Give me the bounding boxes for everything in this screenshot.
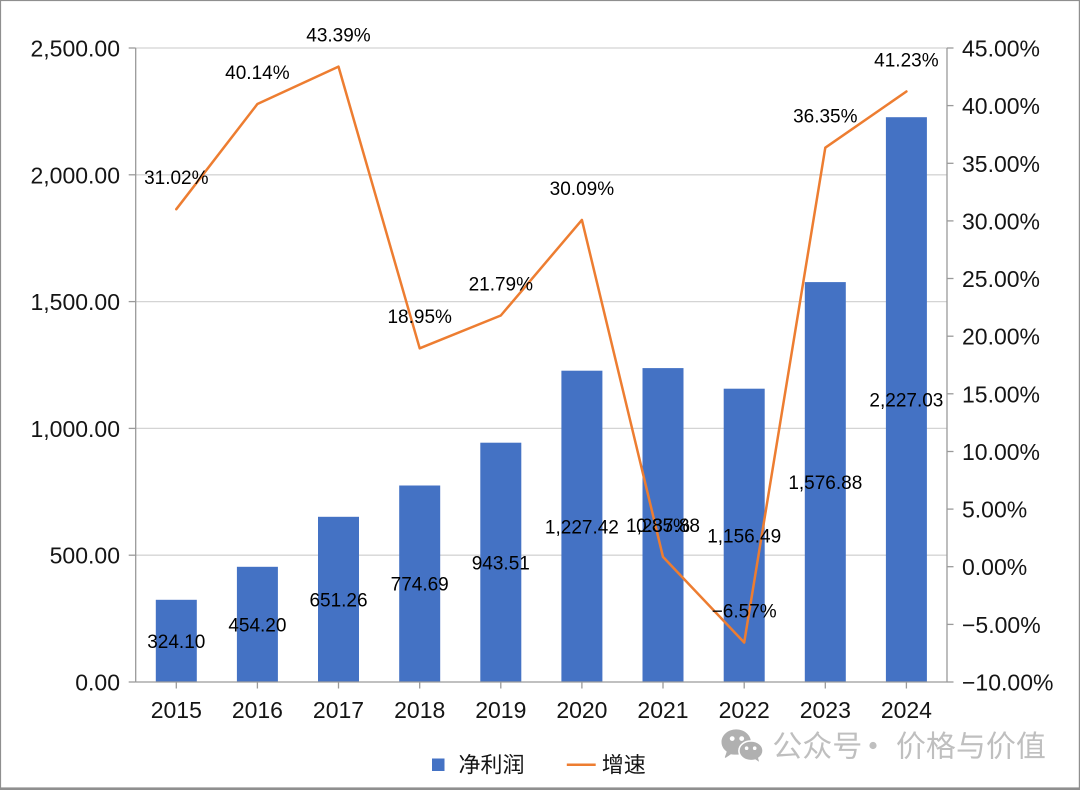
svg-text:651.26: 651.26 bbox=[309, 590, 367, 611]
svg-text:0.85%: 0.85% bbox=[636, 516, 690, 537]
svg-text:324.10: 324.10 bbox=[147, 632, 205, 653]
svg-text:454.20: 454.20 bbox=[228, 615, 286, 636]
svg-text:36.35%: 36.35% bbox=[793, 107, 858, 128]
svg-text:1,227.42: 1,227.42 bbox=[545, 517, 619, 538]
svg-text:25.00%: 25.00% bbox=[962, 266, 1040, 292]
svg-text:30.00%: 30.00% bbox=[962, 208, 1040, 234]
svg-text:0.00%: 0.00% bbox=[962, 554, 1027, 580]
svg-text:2017: 2017 bbox=[313, 697, 364, 723]
svg-text:35.00%: 35.00% bbox=[962, 151, 1040, 177]
svg-text:2,227.03: 2,227.03 bbox=[869, 391, 943, 412]
svg-text:774.69: 774.69 bbox=[391, 575, 449, 596]
svg-text:2,000.00: 2,000.00 bbox=[30, 162, 120, 188]
svg-text:2022: 2022 bbox=[719, 697, 770, 723]
svg-text:943.51: 943.51 bbox=[472, 553, 530, 574]
svg-text:500.00: 500.00 bbox=[50, 543, 120, 569]
svg-text:1,500.00: 1,500.00 bbox=[30, 289, 120, 315]
svg-text:30.09%: 30.09% bbox=[550, 179, 615, 200]
svg-text:10.00%: 10.00% bbox=[962, 439, 1040, 465]
svg-text:45.00%: 45.00% bbox=[962, 36, 1040, 62]
svg-text:43.39%: 43.39% bbox=[306, 26, 371, 47]
svg-text:31.02%: 31.02% bbox=[144, 168, 209, 189]
svg-text:2016: 2016 bbox=[232, 697, 283, 723]
svg-text:2020: 2020 bbox=[556, 697, 607, 723]
svg-text:2021: 2021 bbox=[637, 697, 688, 723]
svg-text:−5.00%: −5.00% bbox=[962, 612, 1041, 638]
svg-text:0.00: 0.00 bbox=[75, 670, 120, 696]
svg-text:1,237.88: 1,237.88 bbox=[626, 516, 700, 537]
svg-text:2018: 2018 bbox=[394, 697, 445, 723]
svg-text:2024: 2024 bbox=[881, 697, 932, 723]
svg-text:21.79%: 21.79% bbox=[469, 274, 534, 295]
svg-text:2015: 2015 bbox=[151, 697, 202, 723]
svg-text:2019: 2019 bbox=[475, 697, 526, 723]
svg-text:2023: 2023 bbox=[800, 697, 851, 723]
svg-text:1,156.49: 1,156.49 bbox=[707, 526, 781, 547]
svg-text:40.14%: 40.14% bbox=[225, 63, 290, 84]
svg-text:−6.57%: −6.57% bbox=[712, 601, 777, 622]
svg-text:41.23%: 41.23% bbox=[874, 50, 939, 71]
svg-text:−10.00%: −10.00% bbox=[962, 670, 1053, 696]
svg-text:15.00%: 15.00% bbox=[962, 381, 1040, 407]
svg-text:5.00%: 5.00% bbox=[962, 497, 1027, 523]
svg-text:1,576.88: 1,576.88 bbox=[788, 473, 862, 494]
svg-text:2,500.00: 2,500.00 bbox=[30, 36, 120, 62]
svg-text:40.00%: 40.00% bbox=[962, 93, 1040, 119]
svg-text:20.00%: 20.00% bbox=[962, 324, 1040, 350]
svg-text:18.95%: 18.95% bbox=[387, 307, 452, 328]
svg-text:1,000.00: 1,000.00 bbox=[30, 416, 120, 442]
